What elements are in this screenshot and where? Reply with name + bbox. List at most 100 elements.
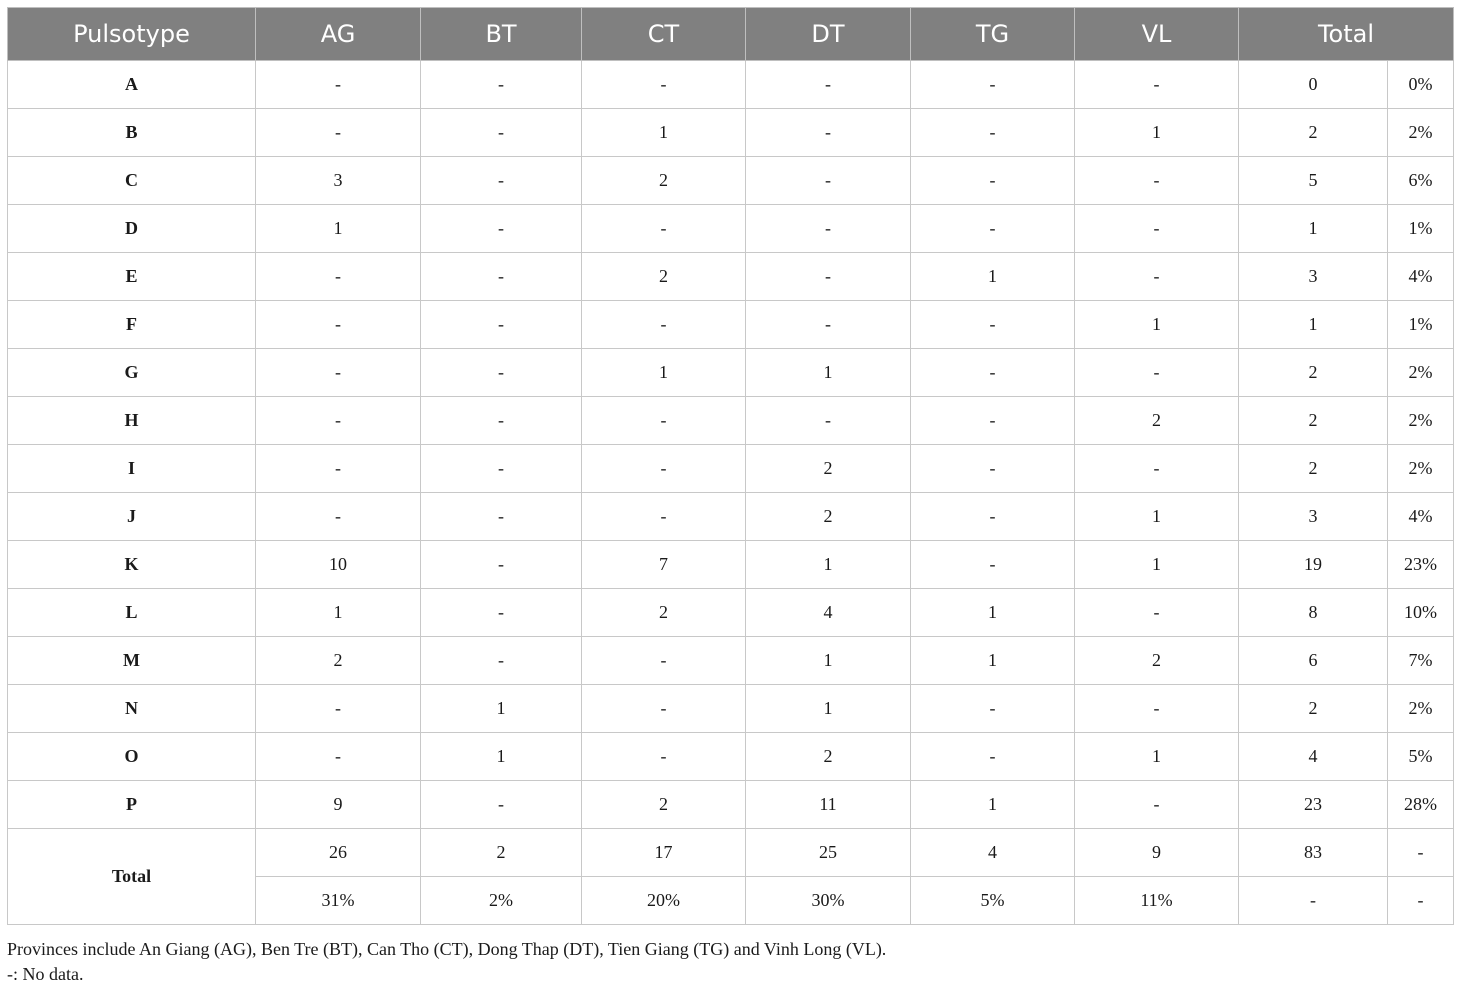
header-total: Total (1238, 7, 1454, 61)
total-row-label: Total (7, 828, 256, 925)
table-cell: 1% (1387, 300, 1454, 349)
header-bt: BT (420, 7, 582, 61)
table-cell: 1 (1238, 300, 1388, 349)
table-cell: 1 (581, 348, 746, 397)
percent-cell: 20% (581, 876, 746, 925)
table-cell: - (255, 444, 421, 493)
header-dt: DT (745, 7, 911, 61)
table-cell: - (1074, 780, 1239, 829)
header-tg: TG (910, 7, 1075, 61)
table-cell: 23% (1387, 540, 1454, 589)
table-cell: - (420, 252, 582, 301)
table-cell: 2 (745, 444, 911, 493)
header-pulsotype: Pulsotype (7, 7, 256, 61)
table-row: F - - - - -1 1 1% (7, 300, 1454, 349)
table-cell: 2% (1387, 396, 1454, 445)
table-cell: 2 (1238, 348, 1388, 397)
table-cell: - (745, 108, 911, 157)
table-body: A - - - - - -0 0% B - -1- -1 2 2% C 3-2- - -5 6% D 1- - - - -1 1%… (7, 60, 1454, 925)
table-cell: - (255, 252, 421, 301)
percent-cell: 31% (255, 876, 421, 925)
row-label: A (7, 60, 256, 109)
table-cell: 7 (581, 540, 746, 589)
table-cell: 1 (1074, 540, 1239, 589)
table-cell: - (745, 156, 911, 205)
total-cell: 9 (1074, 828, 1239, 877)
table-cell: 3 (255, 156, 421, 205)
table-cell: - (420, 396, 582, 445)
table-cell: 1 (745, 540, 911, 589)
total-cell: 2 (420, 828, 582, 877)
table-cell: - (910, 156, 1075, 205)
header-ct: CT (581, 7, 746, 61)
table-cell: 2 (255, 636, 421, 685)
percent-cell: 30% (745, 876, 911, 925)
table-cell: 1 (420, 732, 582, 781)
row-label: J (7, 492, 256, 541)
table-row: G - -1 1- -2 2% (7, 348, 1454, 397)
table-cell: - (255, 684, 421, 733)
table-cell: - (420, 444, 582, 493)
table-cell: 0% (1387, 60, 1454, 109)
table-cell: 11 (745, 780, 911, 829)
table-row: J - - -2-1 3 4% (7, 492, 1454, 541)
table-cell: 2 (1238, 396, 1388, 445)
table-row: M 2- -1 1 2 6 7% (7, 636, 1454, 685)
table-cell: 8 (1238, 588, 1388, 637)
row-label: G (7, 348, 256, 397)
table-cell: 3 (1238, 492, 1388, 541)
table-cell: 2% (1387, 348, 1454, 397)
table-cell: 1 (1074, 732, 1239, 781)
table-cell: - (255, 108, 421, 157)
percent-row: 31% 2% 20% 30% 5% 11% - - (8, 876, 1454, 925)
table-cell: 2 (1238, 108, 1388, 157)
table-cell: 2 (581, 780, 746, 829)
table-cell: 1 (581, 108, 746, 157)
table-cell: 6% (1387, 156, 1454, 205)
table-cell: 4 (745, 588, 911, 637)
table-cell: 1 (910, 780, 1075, 829)
table-cell: 3 (1238, 252, 1388, 301)
table-header-row: Pulsotype AG BT CT DT TG VL Total (7, 7, 1454, 61)
table-cell: - (255, 300, 421, 349)
row-label: C (7, 156, 256, 205)
table-cell: - (1074, 348, 1239, 397)
table-row: I - - -2- -2 2% (7, 444, 1454, 493)
row-label: O (7, 732, 256, 781)
table-cell: - (1074, 252, 1239, 301)
row-label: E (7, 252, 256, 301)
table-cell: - (255, 732, 421, 781)
table-cell: - (745, 300, 911, 349)
table-cell: 5 (1238, 156, 1388, 205)
footnote-no-data: -: No data. (7, 964, 84, 984)
table-cell: 1 (910, 588, 1075, 637)
percent-cell: - (1387, 876, 1454, 925)
table-cell: 1 (1074, 108, 1239, 157)
table-cell: - (910, 492, 1075, 541)
table-cell: 2 (745, 492, 911, 541)
table-cell: - (745, 204, 911, 253)
table-row: E - -2-1-3 4% (7, 252, 1454, 301)
table-cell: - (910, 444, 1075, 493)
table-cell: - (910, 204, 1075, 253)
table-cell: - (745, 252, 911, 301)
table-cell: 1% (1387, 204, 1454, 253)
table-cell: 23 (1238, 780, 1388, 829)
table-cell: - (1074, 156, 1239, 205)
total-cell: 4 (910, 828, 1075, 877)
row-label: F (7, 300, 256, 349)
table-cell: 4 (1238, 732, 1388, 781)
table-cell: 28% (1387, 780, 1454, 829)
table-cell: 1 (255, 588, 421, 637)
table-cell: - (745, 60, 911, 109)
header-vl: VL (1074, 7, 1239, 61)
table-cell: 2% (1387, 444, 1454, 493)
table-row: K 10-7 1-1 19 23% (7, 540, 1454, 589)
row-label: B (7, 108, 256, 157)
table-cell: 2 (1238, 444, 1388, 493)
table-cell: 1 (745, 684, 911, 733)
table-cell: 1 (1074, 300, 1239, 349)
table-cell: 2 (745, 732, 911, 781)
table-row: H - - - - -2 2 2% (7, 396, 1454, 445)
table-cell: 6 (1238, 636, 1388, 685)
